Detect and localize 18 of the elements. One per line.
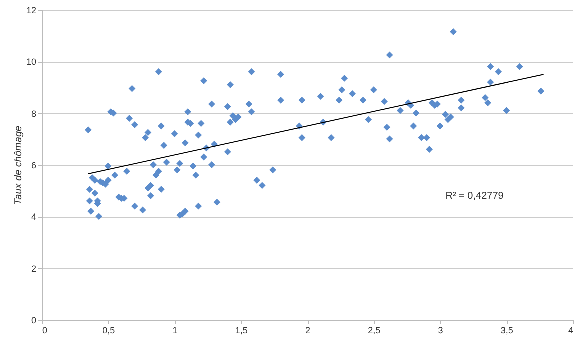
y-tick-label: 2 bbox=[31, 264, 36, 274]
x-tick-label: 2 bbox=[305, 326, 311, 336]
y-axis-title: Taux de chômage bbox=[13, 126, 24, 206]
annotation: R² = 0,42779 bbox=[446, 191, 504, 202]
x-tick-label: 1 bbox=[172, 326, 178, 336]
y-tick-label: 8 bbox=[31, 108, 36, 119]
x-tick-label: 0,5 bbox=[102, 326, 116, 336]
y-tick-label: 0 bbox=[31, 316, 36, 326]
x-tick-label: 2,5 bbox=[368, 326, 381, 336]
y-tick-label: 12 bbox=[26, 6, 36, 16]
y-tick-label: 6 bbox=[31, 160, 36, 170]
y-tick-label: 10 bbox=[26, 57, 36, 68]
y-tick-label: 4 bbox=[31, 212, 36, 222]
x-tick-label: 4 bbox=[568, 326, 574, 336]
x-tick-label: 1,5 bbox=[235, 326, 248, 336]
x-tick-label: 3 bbox=[438, 326, 444, 336]
x-tick-label: 0 bbox=[42, 326, 48, 336]
x-tick-label: 3,5 bbox=[500, 326, 514, 336]
